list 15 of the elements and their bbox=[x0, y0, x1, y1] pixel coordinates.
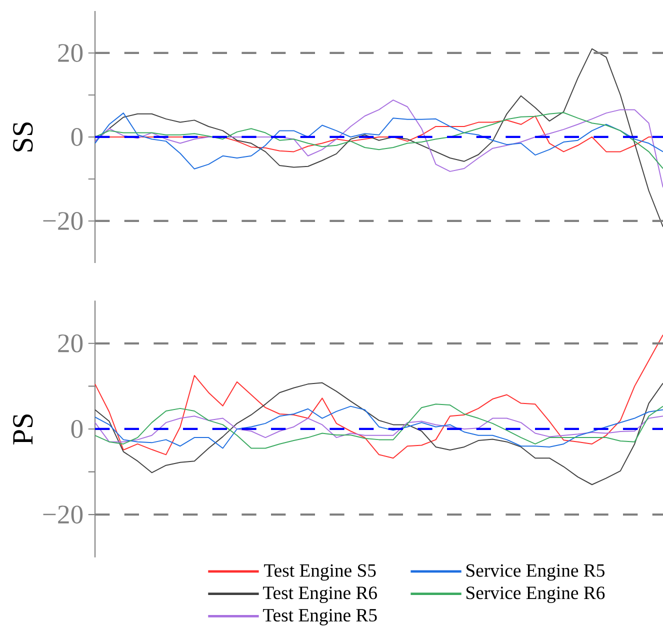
line-series bbox=[94, 334, 663, 459]
y-tick-label: 0 bbox=[71, 420, 83, 438]
y-tick-label: 20 bbox=[58, 44, 83, 62]
y-axis-title: PS bbox=[13, 414, 33, 444]
legend-label: Test Engine R5 bbox=[263, 608, 377, 626]
y-tick-label: 20 bbox=[58, 334, 83, 352]
legend-label: Test Engine R6 bbox=[263, 586, 377, 604]
legend-label: Service Engine R6 bbox=[466, 586, 605, 604]
y-tick-label: −20 bbox=[43, 506, 83, 524]
y-tick-label: 0 bbox=[71, 128, 83, 146]
y-axis-title: SS bbox=[13, 122, 33, 152]
legend-label: Service Engine R5 bbox=[466, 564, 604, 581]
y-tick-label: −20 bbox=[43, 212, 83, 230]
line-series bbox=[94, 382, 663, 486]
legend-label: Test Engine S5 bbox=[264, 564, 376, 581]
